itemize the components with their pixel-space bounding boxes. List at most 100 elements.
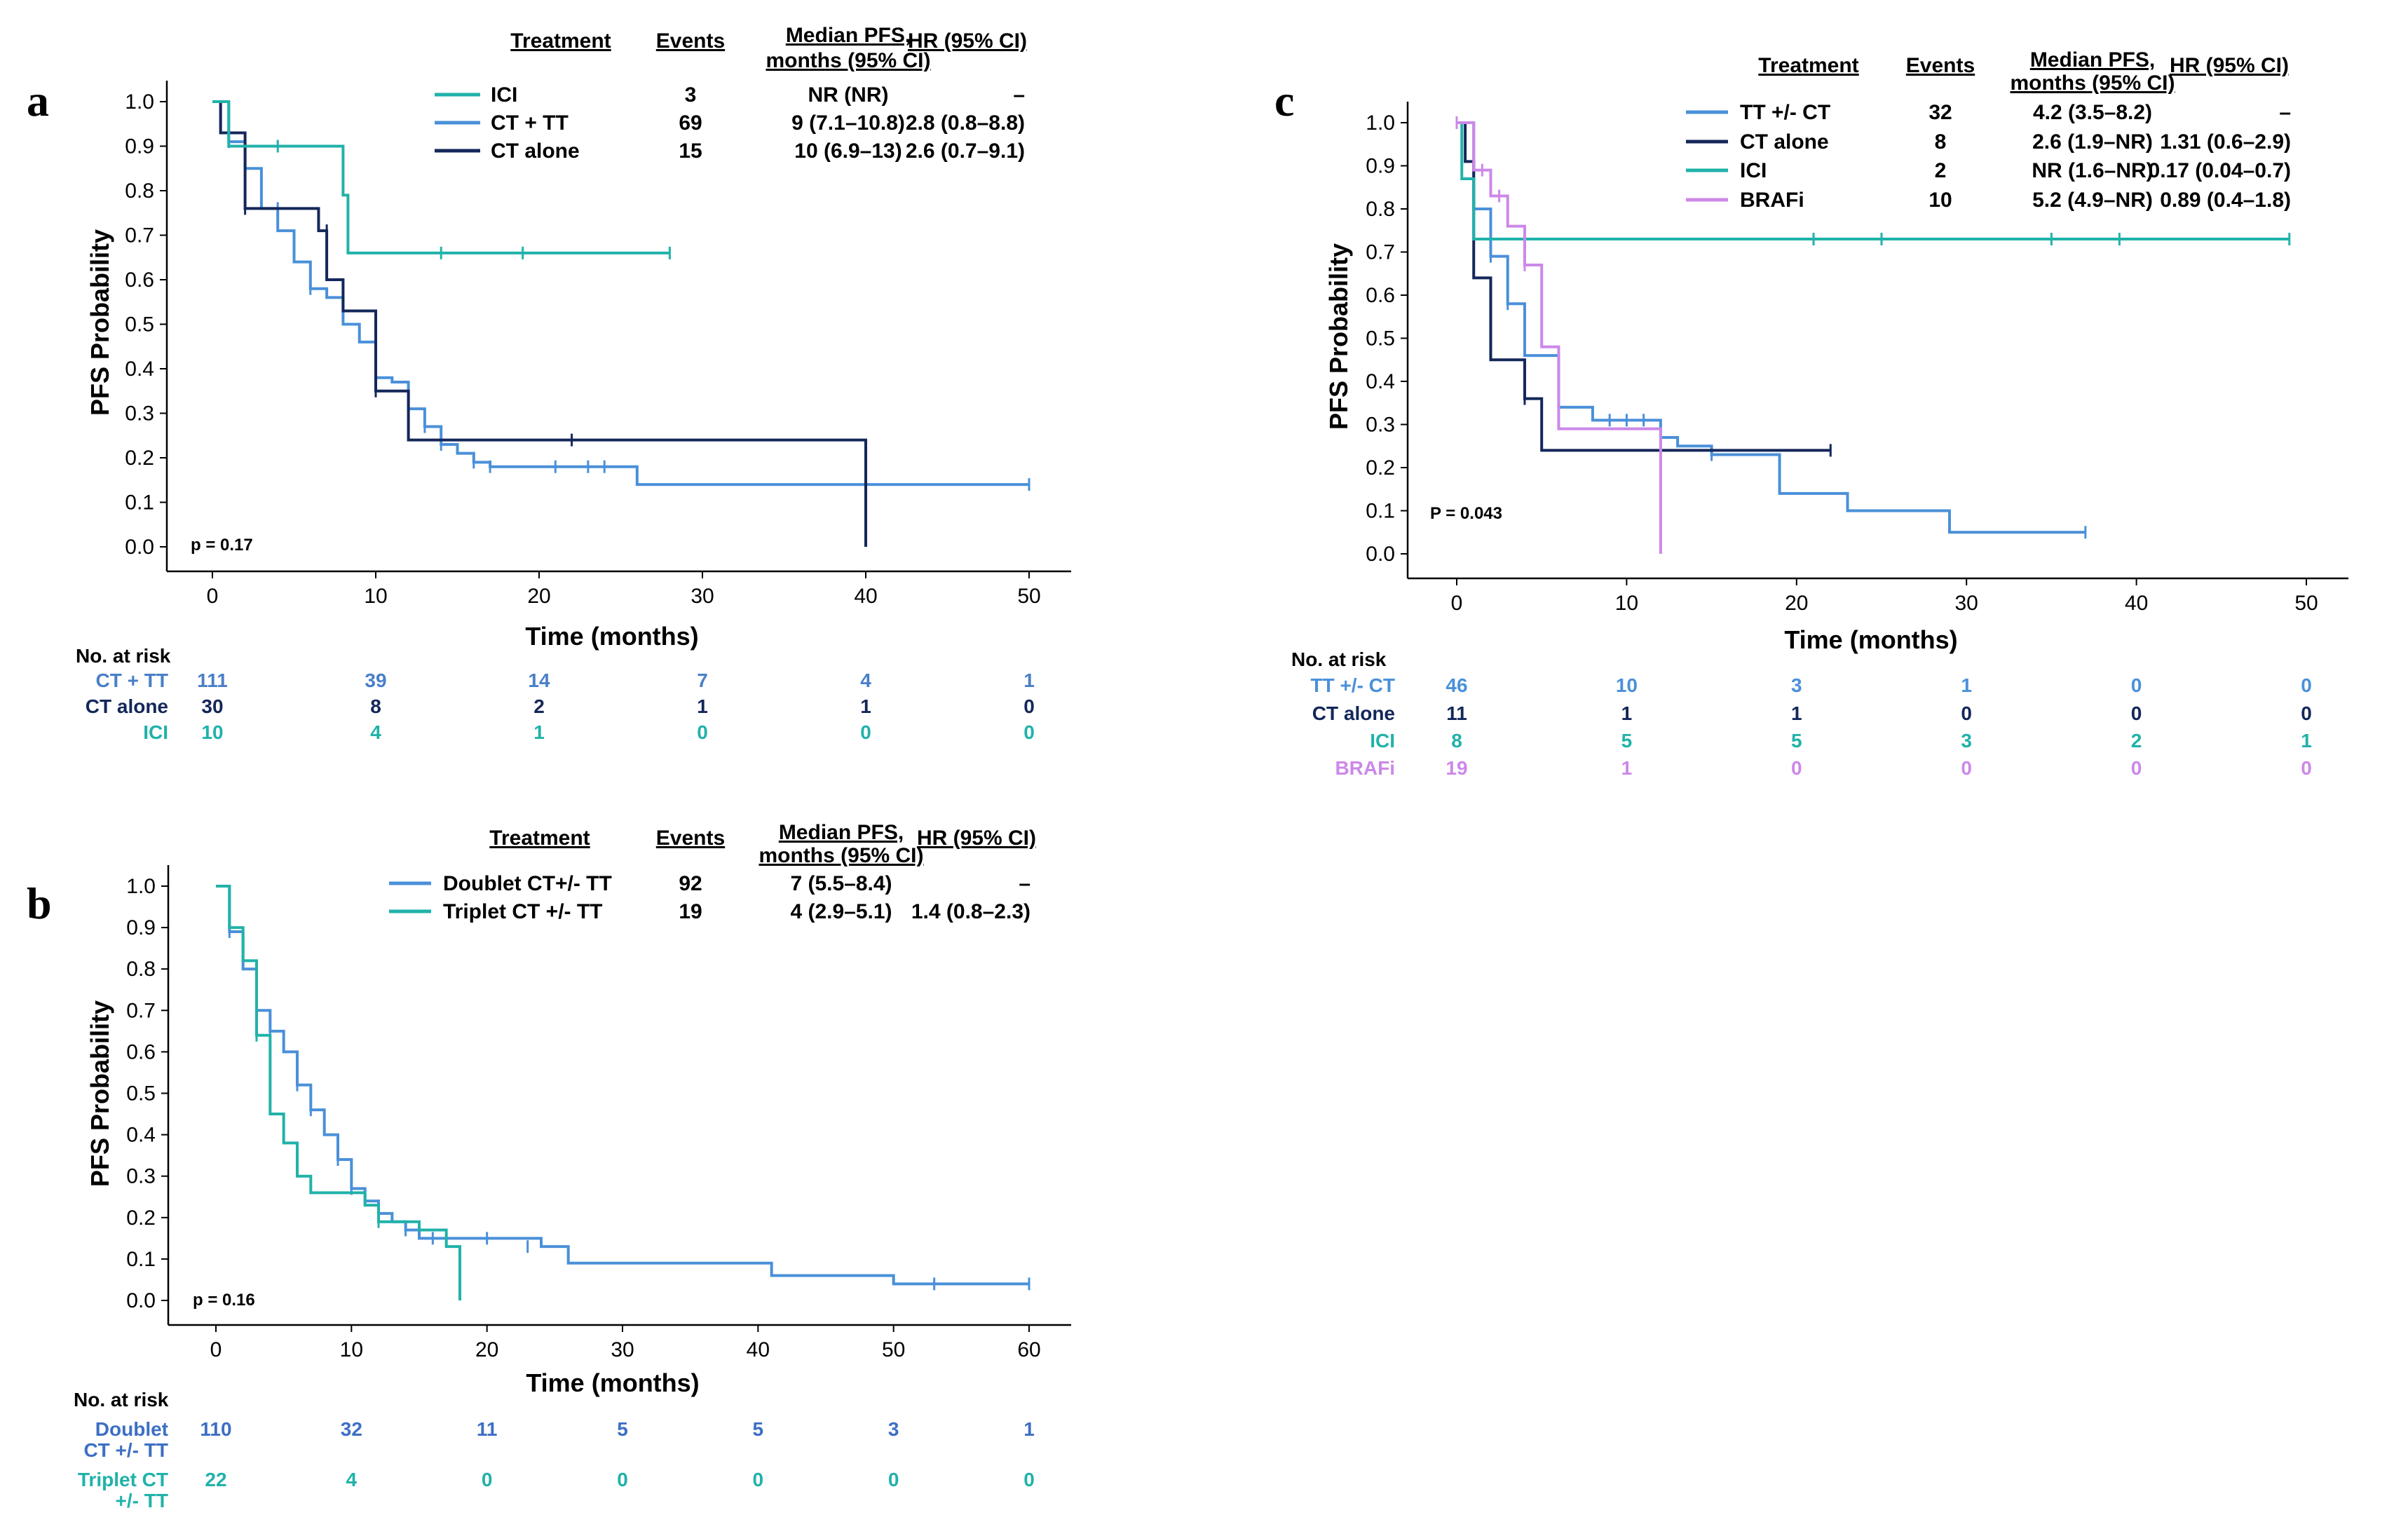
risk-value: 0 <box>753 1469 764 1490</box>
x-tick-label: 20 <box>475 1338 498 1361</box>
y-tick-label: 0.9 <box>1366 155 1395 178</box>
risk-value: 1 <box>1791 702 1802 724</box>
legend-median: 5.2 (4.9–NR) <box>2032 189 2153 212</box>
x-axis-label: Time (months) <box>525 622 698 651</box>
y-tick-label: 1.0 <box>125 90 154 114</box>
legend-events: 19 <box>679 900 702 923</box>
legend-header: HR (95% CI) <box>908 29 1027 53</box>
risk-value: 4 <box>346 1469 358 1490</box>
km-curve-brafi <box>1457 121 1662 554</box>
y-axis-label: PFS Probability <box>86 1000 114 1187</box>
legend-header: HR (95% CI) <box>2170 54 2289 77</box>
risk-value: 0 <box>2131 674 2142 696</box>
y-tick-label: 0.4 <box>126 1124 156 1147</box>
risk-value: 0 <box>1961 757 1972 779</box>
risk-value: 1 <box>1023 670 1035 691</box>
risk-value: 0 <box>1023 1469 1035 1490</box>
y-axis-label: PFS Probability <box>1324 243 1353 430</box>
legend-hr: 1.4 (0.8–2.3) <box>911 900 1030 923</box>
y-tick-label: 0.8 <box>1366 198 1395 221</box>
risk-row-label: ICI <box>1370 730 1395 752</box>
legend-hr: 1.31 (0.6–2.9) <box>2160 130 2291 154</box>
risk-value: 0 <box>2301 702 2312 724</box>
legend-hr: – <box>1013 83 1025 107</box>
risk-value: 14 <box>528 670 550 691</box>
y-tick-label: 0.5 <box>1366 327 1395 351</box>
legend-hr: – <box>1019 872 1030 895</box>
panel-letter: b <box>27 878 52 928</box>
y-tick-label: 1.0 <box>1366 111 1395 135</box>
legend-events: 69 <box>679 111 702 135</box>
legend-header: Median PFS, <box>786 24 911 47</box>
y-tick-label: 0.2 <box>125 447 154 470</box>
legend-median: 7 (5.5–8.4) <box>790 872 892 895</box>
y-tick-label: 0.1 <box>125 491 154 515</box>
risk-value: 0 <box>2301 757 2312 779</box>
legend-header: months (95% CI) <box>2010 72 2175 95</box>
legend-hr: 0.89 (0.4–1.8) <box>2160 189 2291 212</box>
risk-value: 1 <box>533 721 545 743</box>
y-tick-label: 0.5 <box>126 1082 156 1106</box>
risk-row-label: Doublet <box>95 1418 168 1440</box>
x-tick-label: 30 <box>1955 592 1978 615</box>
risk-value: 0 <box>482 1469 493 1490</box>
panel-a: a0.00.10.20.30.40.50.60.70.80.91.00 10 20 3… <box>27 24 1071 743</box>
legend-treatment: CT alone <box>491 140 580 163</box>
risk-value: 7 <box>697 670 708 691</box>
legend-events: 92 <box>679 872 702 895</box>
panel-letter: a <box>27 76 49 125</box>
risk-row-label: CT + TT <box>96 670 168 691</box>
risk-value: 2 <box>533 695 545 717</box>
legend-median: 4 (2.9–5.1) <box>790 900 892 923</box>
y-tick-label: 0.0 <box>1366 543 1395 566</box>
legend-header: months (95% CI) <box>766 49 930 72</box>
x-tick-label: 30 <box>611 1338 634 1361</box>
legend-treatment: Doublet CT+/- TT <box>443 872 612 895</box>
legend-header: Treatment <box>510 29 611 53</box>
risk-row-label: CT alone <box>86 695 168 717</box>
x-tick-label: 10 <box>364 585 387 608</box>
y-tick-label: 1.0 <box>126 875 156 898</box>
legend-events: 2 <box>1935 159 1947 182</box>
legend-median: NR (1.6–NR) <box>2032 159 2153 182</box>
x-tick-label: 40 <box>747 1338 770 1361</box>
risk-value: 1 <box>1621 702 1633 724</box>
y-tick-label: 0.7 <box>1366 241 1395 264</box>
x-tick-label: 10 <box>340 1338 363 1361</box>
risk-row-label-2: CT +/- TT <box>83 1439 168 1461</box>
legend-events: 3 <box>685 83 697 107</box>
risk-table-title: No. at risk <box>74 1389 169 1411</box>
legend-header: HR (95% CI) <box>917 827 1036 850</box>
risk-row-label: BRAFi <box>1335 757 1395 779</box>
risk-value: 111 <box>197 670 228 691</box>
risk-value: 2 <box>2131 730 2142 752</box>
y-tick-label: 0.6 <box>126 1040 156 1063</box>
legend-events: 15 <box>679 140 702 163</box>
legend-events: 32 <box>1929 101 1952 124</box>
risk-value: 0 <box>860 721 871 743</box>
y-tick-label: 0.0 <box>125 536 154 559</box>
risk-value: 0 <box>2301 674 2312 696</box>
risk-value: 1 <box>1961 674 1972 696</box>
legend-header: Events <box>656 827 725 850</box>
risk-value: 0 <box>617 1469 628 1490</box>
risk-value: 32 <box>341 1418 362 1440</box>
risk-value: 10 <box>201 721 223 743</box>
risk-value: 110 <box>200 1418 231 1440</box>
risk-row-label-2: +/- TT <box>116 1490 168 1511</box>
risk-value: 4 <box>370 721 381 743</box>
y-tick-label: 0.3 <box>126 1165 156 1188</box>
y-tick-label: 0.9 <box>126 916 156 939</box>
legend-median: 10 (6.9–13) <box>794 140 902 163</box>
x-tick-label: 60 <box>1017 1338 1040 1361</box>
x-tick-label: 40 <box>854 585 877 608</box>
legend-hr: – <box>2279 101 2291 124</box>
risk-value: 0 <box>2131 702 2142 724</box>
risk-value: 4 <box>860 670 871 691</box>
y-tick-label: 0.4 <box>125 358 154 381</box>
legend-events: 10 <box>1929 189 1952 212</box>
km-curve-ct-alone <box>1457 121 1831 452</box>
panel-letter: c <box>1274 76 1294 125</box>
x-tick-label: 0 <box>210 1338 222 1361</box>
